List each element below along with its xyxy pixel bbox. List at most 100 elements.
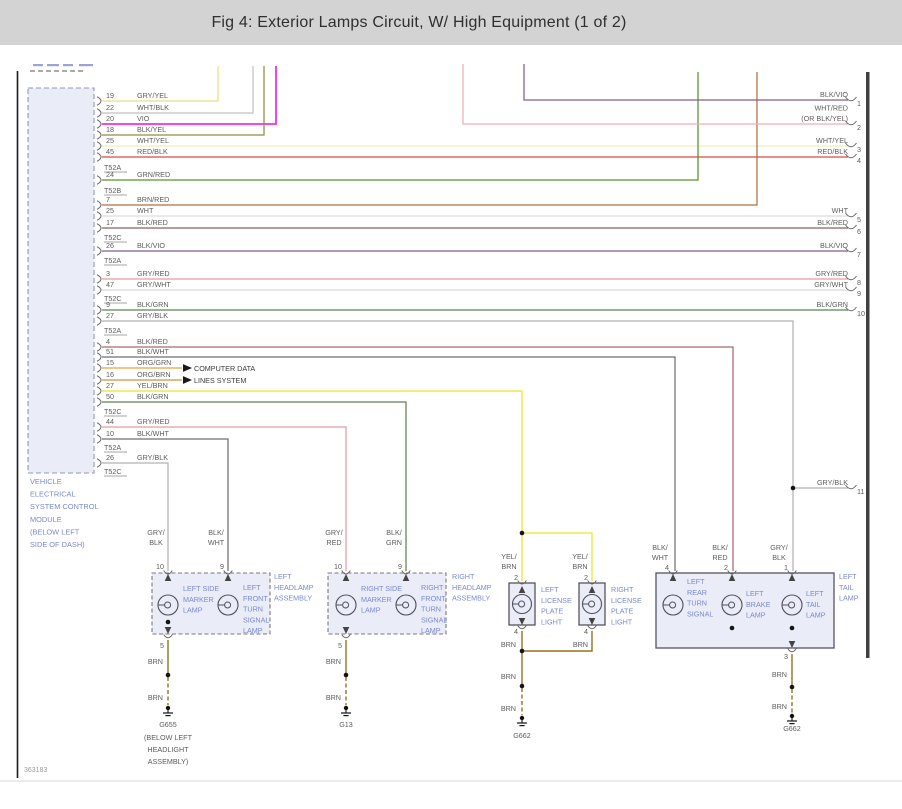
ground-label: G13 — [339, 720, 353, 729]
wire-color-label: BRN — [148, 657, 163, 666]
lamp-label: FRONT — [421, 594, 446, 603]
wire-color-label: BLK/ — [652, 543, 668, 552]
lamp-label: TURN — [687, 599, 707, 608]
lamp-pin-number: 9 — [398, 562, 402, 571]
cut-label-mark — [79, 64, 93, 67]
wire-color-label: BLK/WHT — [137, 429, 170, 438]
data-line-arrow-icon — [183, 376, 192, 384]
lamp-pin-number: 1 — [784, 563, 788, 572]
wire-color-label: BLK/WHT — [137, 347, 170, 356]
lamp-pin-number: 4 — [584, 627, 588, 636]
module-pin-socket — [96, 422, 102, 432]
ground-label: G662 — [783, 724, 801, 733]
junction-dot — [790, 485, 796, 491]
wire-color-label: BLK/RED — [137, 218, 168, 227]
wire-pin7-brn-red — [102, 72, 758, 206]
wire-color-label: GRN — [386, 538, 402, 547]
right-pin-socket — [845, 286, 857, 292]
module-pin-socket — [96, 434, 102, 444]
computer-data-note: LINES SYSTEM — [194, 376, 246, 385]
junction-dot — [165, 672, 171, 678]
right-pin-label: (OR BLK/YEL) — [801, 114, 848, 123]
lamp-label: LAMP — [806, 611, 826, 620]
wire-color-label: BLK/ — [386, 528, 402, 537]
module-pin-socket — [96, 305, 102, 315]
bulb-filament — [669, 601, 677, 609]
junction-dot — [519, 648, 525, 654]
right-pin-label: WHT — [832, 206, 849, 215]
right-pin-number: 9 — [857, 289, 861, 298]
module-pin-socket — [96, 223, 102, 233]
wire-color-label: BRN — [326, 657, 341, 666]
module-pin-number: 17 — [106, 218, 114, 227]
data-line-arrow-icon — [183, 364, 192, 372]
right-pin-number: 7 — [857, 250, 861, 259]
wire-color-label: GRY/RED — [137, 269, 170, 278]
module-pin-socket — [96, 316, 102, 326]
flow-arrow-up-icon — [224, 574, 232, 581]
module-connector-label: T52C — [104, 467, 122, 476]
junction-dot — [519, 683, 525, 689]
module-connector-label: T52A — [104, 256, 121, 265]
module-label: MODULE — [30, 515, 62, 524]
ground-label: G662 — [513, 731, 531, 740]
wire-color-label: YEL/BRN — [137, 381, 168, 390]
module-label: SYSTEM CONTROL — [30, 502, 99, 511]
module-pin-number: 3 — [106, 269, 110, 278]
junction-dot — [519, 530, 525, 536]
module-label: SIDE OF DASH) — [30, 540, 85, 549]
wire-color-label: BRN — [501, 640, 516, 649]
module-pin-number: 26 — [106, 453, 114, 462]
ground-label: G655 — [159, 720, 177, 729]
wire-color-label: YEL/ — [572, 552, 588, 561]
lamp-label: LICENSE — [541, 596, 572, 605]
module-pin-socket — [96, 96, 102, 106]
flow-arrow-down-icon — [342, 627, 350, 634]
module-pin-number: 22 — [106, 103, 114, 112]
module-connector-label: T52C — [104, 407, 122, 416]
right-pin-number: 5 — [857, 215, 861, 224]
lamp-label: RIGHT SIDE — [361, 584, 402, 593]
module-pin-number: 44 — [106, 417, 114, 426]
flow-arrow-up-icon — [342, 574, 350, 581]
module-pin-socket — [96, 375, 102, 385]
lamp-label: LAMP — [361, 606, 381, 615]
lamp-label: SIGNAL — [687, 609, 713, 618]
junction-dot — [729, 625, 735, 631]
right-pin-number: 11 — [857, 487, 864, 496]
lamp-label: LAMP — [839, 594, 859, 603]
lamp-label: LIGHT — [611, 617, 633, 626]
right-pin-socket — [845, 484, 857, 490]
module-pin-number: 25 — [106, 206, 114, 215]
module-pin-number: 4 — [106, 337, 110, 346]
lamp-label: SIGNAL — [243, 615, 269, 624]
right-pin-socket — [845, 247, 857, 253]
left-tail-lamp — [655, 572, 835, 649]
wire-pin50-blk-grn — [102, 401, 407, 571]
wire-color-label: BLK/ — [712, 543, 728, 552]
lamp-pin-number: 3 — [784, 652, 788, 661]
lamp-pin-number: 2 — [724, 563, 728, 572]
wire-pin4-blk-red — [102, 346, 734, 571]
module-pin-socket — [96, 246, 102, 256]
flow-arrow-down-icon — [588, 618, 596, 625]
right-pin-socket — [845, 224, 857, 230]
wire-color-label: BRN — [772, 702, 787, 711]
module-pin-number: 24 — [106, 170, 114, 179]
module-connector-label: T52C — [104, 294, 122, 303]
bulb-filament — [402, 601, 410, 609]
lamp-label: HEADLAMP — [274, 583, 314, 592]
flow-arrow-up-icon — [518, 586, 526, 593]
right-pin-number: 1 — [857, 99, 861, 108]
module-pin-number: 7 — [106, 195, 110, 204]
module-pin-number: 50 — [106, 392, 114, 401]
junction-dot — [165, 619, 171, 625]
wire-color-label: BLK/YEL — [137, 125, 166, 134]
right-pin-socket — [845, 306, 857, 312]
bulb-filament — [788, 601, 796, 609]
wire-pin24-grn-red — [102, 72, 699, 181]
header: Fig 4: Exterior Lamps Circuit, W/ High E… — [0, 0, 902, 45]
wire-color-label: WHT/BLK — [137, 103, 169, 112]
bulb-filament — [342, 601, 350, 609]
wire-color-label: BRN/RED — [137, 195, 169, 204]
